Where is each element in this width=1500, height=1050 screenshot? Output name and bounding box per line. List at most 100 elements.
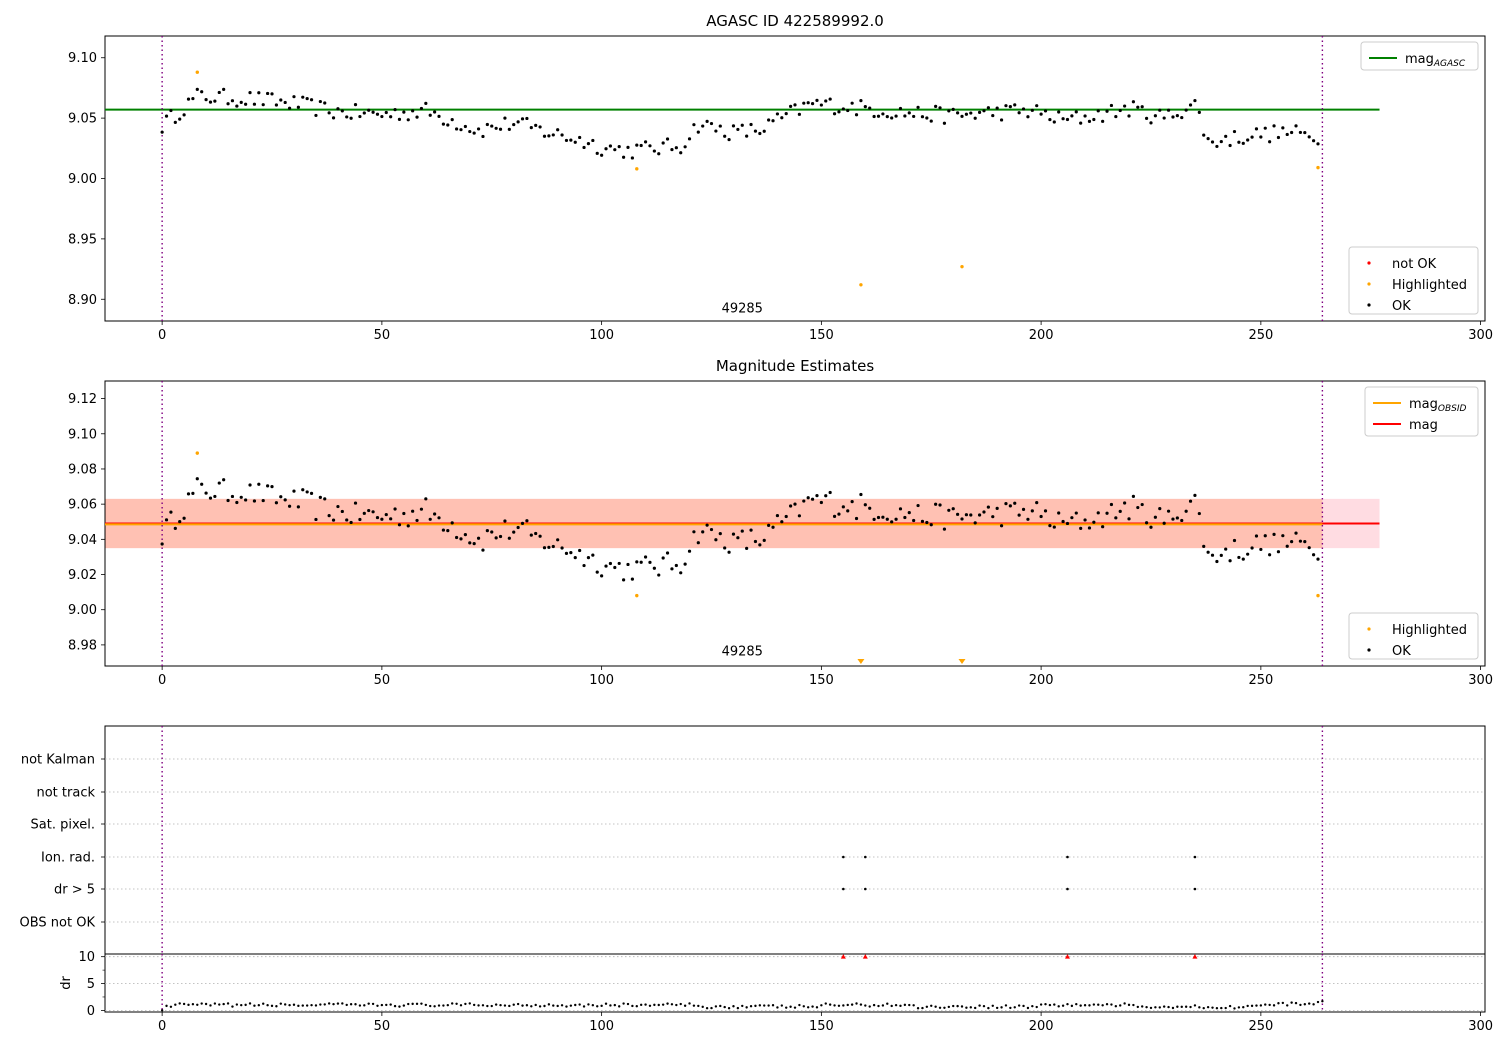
- ok-point: [745, 546, 749, 550]
- ok-point: [951, 107, 955, 111]
- ok-point: [767, 523, 771, 527]
- ok-point: [1166, 108, 1171, 112]
- dr-point: [705, 1007, 709, 1010]
- ok-point: [1224, 134, 1228, 138]
- ok-point: [476, 536, 481, 540]
- dr-point: [297, 1004, 300, 1008]
- ok-point: [881, 515, 885, 519]
- ok-point: [226, 498, 230, 503]
- ok-point: [415, 518, 419, 523]
- ok-point: [336, 107, 340, 111]
- ok-point: [1118, 108, 1122, 113]
- ok-point: [969, 513, 973, 517]
- ok-point: [859, 492, 863, 497]
- ok-point: [639, 143, 643, 148]
- dr-point: [952, 1004, 955, 1008]
- ok-point: [586, 142, 591, 146]
- x-tick-label: 50: [374, 673, 391, 688]
- ok-point: [780, 520, 784, 524]
- ok-point: [573, 556, 577, 560]
- ok-point: [701, 530, 705, 534]
- dr-point: [828, 1003, 832, 1006]
- ok-point: [1052, 525, 1056, 529]
- ok-point: [556, 538, 560, 542]
- ok-point: [731, 124, 736, 128]
- x-tick-label: 100: [589, 673, 614, 688]
- dr-point: [521, 1004, 524, 1007]
- ok-point: [476, 127, 481, 131]
- ok-point: [1263, 126, 1267, 130]
- dr-point: [631, 1004, 634, 1008]
- ok-point: [1241, 141, 1245, 145]
- ok-point: [854, 516, 859, 521]
- dr-point: [1224, 1006, 1227, 1010]
- ok-point: [797, 514, 801, 518]
- ok-point: [538, 534, 542, 538]
- ok-point: [274, 501, 279, 505]
- dr-point: [1119, 1004, 1122, 1007]
- x-tick-label: 150: [809, 1019, 834, 1034]
- ok-point: [578, 135, 582, 140]
- ok-point: [1079, 526, 1083, 530]
- ok-point: [222, 87, 226, 92]
- ok-point: [569, 551, 573, 555]
- ok-point: [626, 562, 630, 567]
- dr-point: [965, 1006, 968, 1009]
- dr-point: [921, 1006, 924, 1010]
- ok-point: [296, 505, 300, 509]
- ok-point: [1061, 117, 1065, 121]
- ok-point: [1272, 124, 1276, 128]
- dr-point: [855, 1002, 858, 1005]
- ok-point: [1180, 115, 1184, 120]
- dr-point: [943, 1006, 946, 1010]
- ok-point: [1127, 114, 1131, 118]
- ok-point: [1144, 521, 1149, 525]
- dr-point: [846, 1003, 849, 1007]
- ok-point: [503, 116, 507, 120]
- ok-point: [230, 494, 235, 499]
- ok-point: [318, 495, 322, 499]
- ok-point: [810, 102, 815, 106]
- dr-point: [253, 1004, 256, 1007]
- ok-point: [244, 498, 248, 502]
- ok-point: [925, 520, 929, 525]
- ok-point: [1013, 501, 1017, 505]
- dr-point: [323, 1003, 326, 1006]
- ok-point: [934, 104, 938, 108]
- ok-point: [885, 517, 889, 521]
- ok-point: [986, 505, 990, 509]
- dr-point: [336, 1002, 340, 1005]
- legend-label-main: mag: [1409, 418, 1438, 433]
- ok-point: [850, 500, 854, 504]
- y-tick-label: 10: [78, 950, 95, 965]
- x-tick-label: 0: [158, 328, 166, 343]
- ok-point: [547, 545, 551, 549]
- axes-frame: [104, 953, 1486, 1013]
- dr-point: [283, 1003, 287, 1006]
- ok-point: [912, 518, 916, 523]
- ok-point: [419, 106, 424, 111]
- ok-point: [1158, 507, 1162, 511]
- ok-point: [859, 99, 863, 103]
- dr-point: [798, 1003, 801, 1007]
- dr-point: [512, 1003, 515, 1006]
- ok-point: [380, 517, 384, 521]
- ok-point: [345, 518, 349, 522]
- ok-point: [1083, 114, 1087, 118]
- highlighted-point: [195, 451, 199, 455]
- dr-point: [710, 1006, 713, 1010]
- ok-point: [1008, 504, 1012, 508]
- ok-point: [353, 501, 358, 505]
- ok-point: [301, 488, 305, 492]
- dr-point: [1092, 1003, 1096, 1006]
- x-tick-label: 50: [374, 1019, 391, 1034]
- dr-point: [824, 1002, 827, 1005]
- ok-point: [485, 122, 489, 127]
- dr-point: [169, 1005, 173, 1009]
- dr-point: [182, 1002, 186, 1006]
- ok-point: [973, 521, 977, 525]
- ok-point: [248, 483, 252, 487]
- dr-point: [1070, 1004, 1074, 1008]
- ok-point: [1193, 493, 1197, 497]
